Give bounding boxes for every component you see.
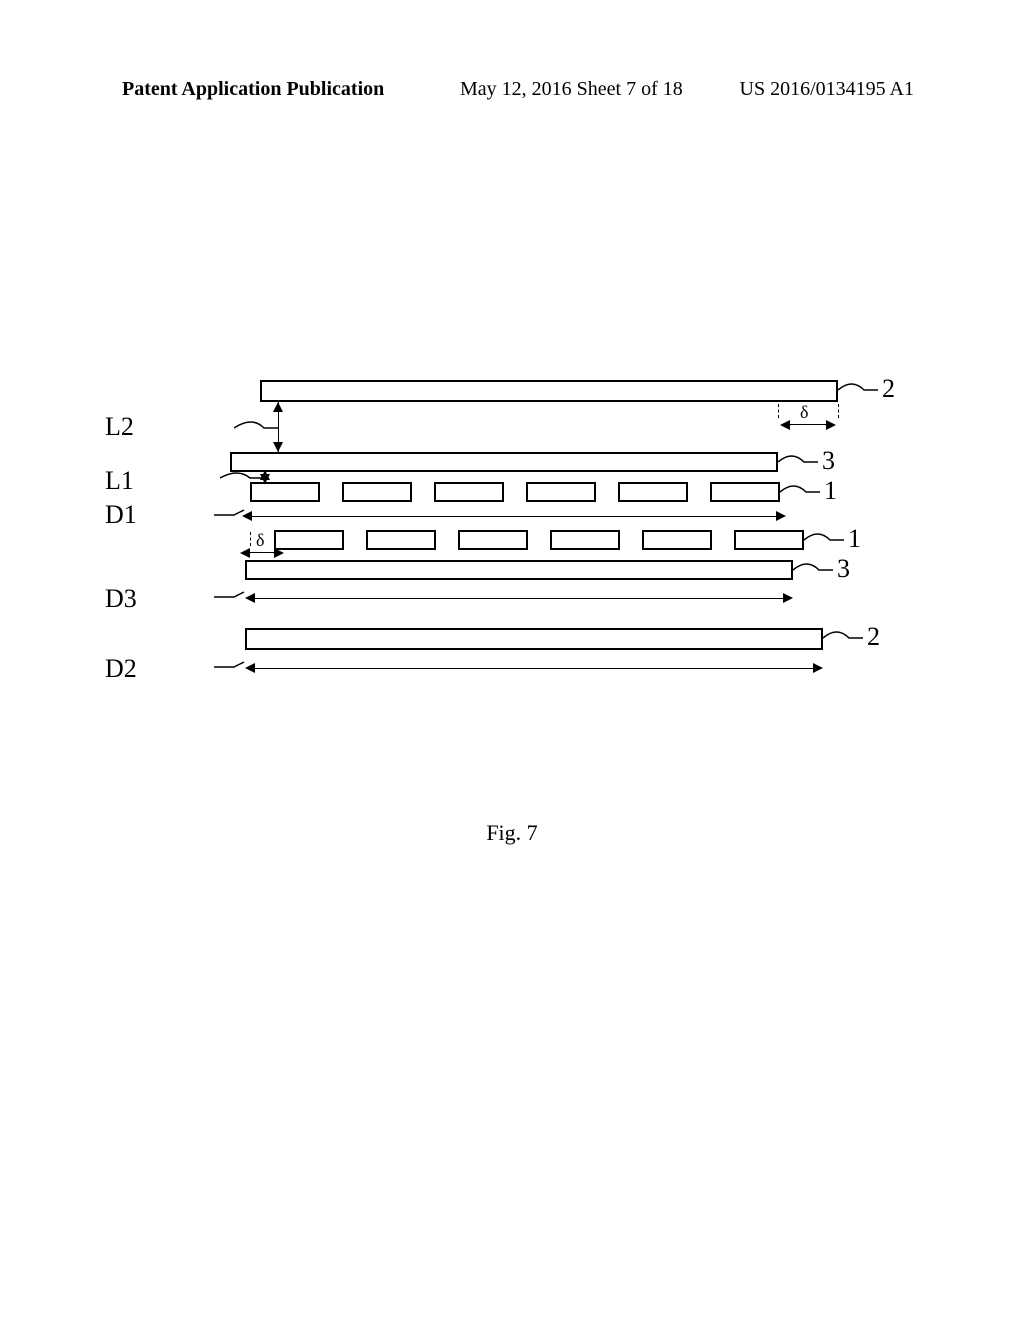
label-D2: D2: [105, 654, 137, 684]
leader-top2: [838, 382, 878, 398]
dim-D1-line: [252, 516, 778, 517]
label-L1: L1: [105, 466, 134, 496]
leader-seg1a: [780, 484, 820, 500]
ref-seg1b: 1: [848, 524, 861, 554]
leader-seg1b: [804, 532, 844, 548]
plate-top-2: [260, 380, 838, 402]
ref-yoke3b: 3: [837, 554, 850, 584]
leader-D3: [214, 590, 250, 604]
delta-bot-tick-2: [274, 532, 275, 546]
header-center: May 12, 2016 Sheet 7 of 18: [460, 78, 683, 101]
ref-bot2: 2: [867, 622, 880, 652]
yoke-bottom-3: [245, 560, 793, 580]
dim-L2-arrow-up: [273, 402, 283, 412]
leader-D2: [214, 660, 250, 674]
dim-D2-line: [255, 668, 813, 669]
leader-L1: [220, 470, 264, 486]
delta-bot-arrow-r: [274, 548, 284, 558]
ref-seg1a: 1: [824, 476, 837, 506]
delta-top-tick-2: [838, 404, 839, 418]
segment-r2-3: [458, 530, 528, 550]
label-L2: L2: [105, 412, 134, 442]
segment-r1-2: [342, 482, 412, 502]
delta-top-arrow-r: [826, 420, 836, 430]
segment-r2-1: [274, 530, 344, 550]
leader-yoke3b: [793, 562, 833, 578]
yoke-top-3: [230, 452, 778, 472]
segment-r1-3: [434, 482, 504, 502]
figure-caption: Fig. 7: [0, 820, 1024, 846]
label-D3: D3: [105, 584, 137, 614]
delta-top-tick-1: [778, 404, 779, 418]
dim-L2-arrow-down: [273, 442, 283, 452]
label-D1: D1: [105, 500, 137, 530]
figure-7-diagram: δ δ L2 L1 D1 D3 D2: [160, 380, 850, 720]
leader-yoke3a: [778, 454, 818, 470]
delta-bot-arrow-l: [240, 548, 250, 558]
delta-bot-tick-1: [250, 532, 251, 546]
segment-r2-5: [642, 530, 712, 550]
delta-bot-hline: [250, 552, 274, 553]
leader-D1: [214, 508, 250, 522]
leader-L2: [234, 418, 278, 438]
dim-D2-arrow-r: [813, 663, 823, 673]
ref-yoke3a: 3: [822, 446, 835, 476]
ref-top2: 2: [882, 374, 895, 404]
leader-bot2: [823, 630, 863, 646]
header-right: US 2016/0134195 A1: [740, 78, 914, 101]
header-left: Patent Application Publication: [122, 78, 384, 101]
dim-D3-arrow-r: [783, 593, 793, 603]
plate-bottom-2: [245, 628, 823, 650]
delta-top-arrow-l: [780, 420, 790, 430]
segment-r2-6: [734, 530, 804, 550]
delta-top-label: δ: [800, 402, 808, 423]
delta-top-hline: [788, 424, 830, 425]
dim-D1-arrow-r: [776, 511, 786, 521]
segment-r1-6: [710, 482, 780, 502]
segment-r2-4: [550, 530, 620, 550]
dim-D3-line: [255, 598, 783, 599]
segment-r1-4: [526, 482, 596, 502]
delta-bot-label: δ: [256, 530, 264, 551]
segment-r2-2: [366, 530, 436, 550]
segment-r1-5: [618, 482, 688, 502]
